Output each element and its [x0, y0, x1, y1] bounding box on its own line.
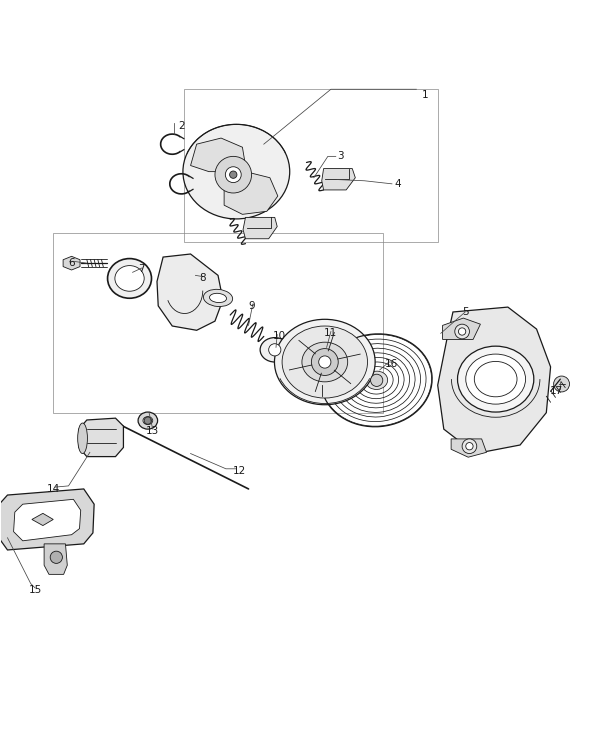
Polygon shape — [32, 513, 53, 525]
Ellipse shape — [260, 338, 289, 362]
Ellipse shape — [107, 259, 151, 298]
Text: 1: 1 — [422, 90, 429, 101]
Circle shape — [466, 442, 473, 450]
Ellipse shape — [78, 423, 88, 454]
Ellipse shape — [183, 125, 290, 219]
Ellipse shape — [138, 412, 158, 429]
Circle shape — [268, 344, 281, 356]
Ellipse shape — [204, 289, 232, 307]
Ellipse shape — [366, 372, 387, 389]
Circle shape — [319, 356, 331, 368]
Circle shape — [144, 417, 151, 424]
Text: 10: 10 — [272, 331, 286, 342]
Polygon shape — [443, 318, 481, 339]
Circle shape — [50, 551, 63, 563]
Text: 4: 4 — [395, 179, 402, 189]
Text: 8: 8 — [199, 274, 206, 283]
Polygon shape — [438, 307, 550, 454]
Circle shape — [215, 157, 251, 193]
Text: 12: 12 — [233, 466, 246, 476]
Circle shape — [311, 348, 338, 375]
Ellipse shape — [474, 361, 517, 397]
Circle shape — [226, 167, 241, 183]
Polygon shape — [13, 499, 81, 541]
Circle shape — [459, 327, 466, 335]
Text: 2: 2 — [178, 121, 185, 131]
Polygon shape — [79, 419, 123, 457]
Text: 14: 14 — [47, 484, 60, 494]
Text: 16: 16 — [386, 359, 398, 369]
Ellipse shape — [457, 346, 534, 412]
Polygon shape — [224, 172, 278, 214]
Polygon shape — [243, 217, 277, 239]
Circle shape — [230, 171, 237, 178]
Text: 9: 9 — [248, 301, 255, 311]
Text: 13: 13 — [146, 426, 159, 436]
Ellipse shape — [115, 266, 144, 291]
Text: 5: 5 — [462, 307, 468, 317]
Text: 7: 7 — [139, 264, 145, 275]
Text: 15: 15 — [28, 585, 42, 595]
Ellipse shape — [466, 354, 525, 404]
Text: 3: 3 — [337, 151, 343, 161]
Circle shape — [462, 439, 477, 454]
Polygon shape — [191, 138, 245, 172]
Ellipse shape — [282, 326, 368, 398]
Polygon shape — [157, 254, 223, 330]
Text: 17: 17 — [550, 386, 563, 396]
Polygon shape — [0, 489, 94, 550]
Circle shape — [455, 325, 470, 339]
Polygon shape — [451, 439, 487, 457]
Ellipse shape — [275, 319, 375, 405]
Polygon shape — [44, 544, 67, 574]
Ellipse shape — [210, 293, 227, 303]
Text: 11: 11 — [324, 328, 338, 339]
Polygon shape — [63, 257, 80, 270]
Ellipse shape — [302, 342, 348, 382]
Circle shape — [371, 374, 383, 386]
Ellipse shape — [143, 416, 153, 424]
Polygon shape — [322, 169, 356, 190]
Text: 6: 6 — [68, 258, 75, 268]
Circle shape — [554, 376, 569, 392]
